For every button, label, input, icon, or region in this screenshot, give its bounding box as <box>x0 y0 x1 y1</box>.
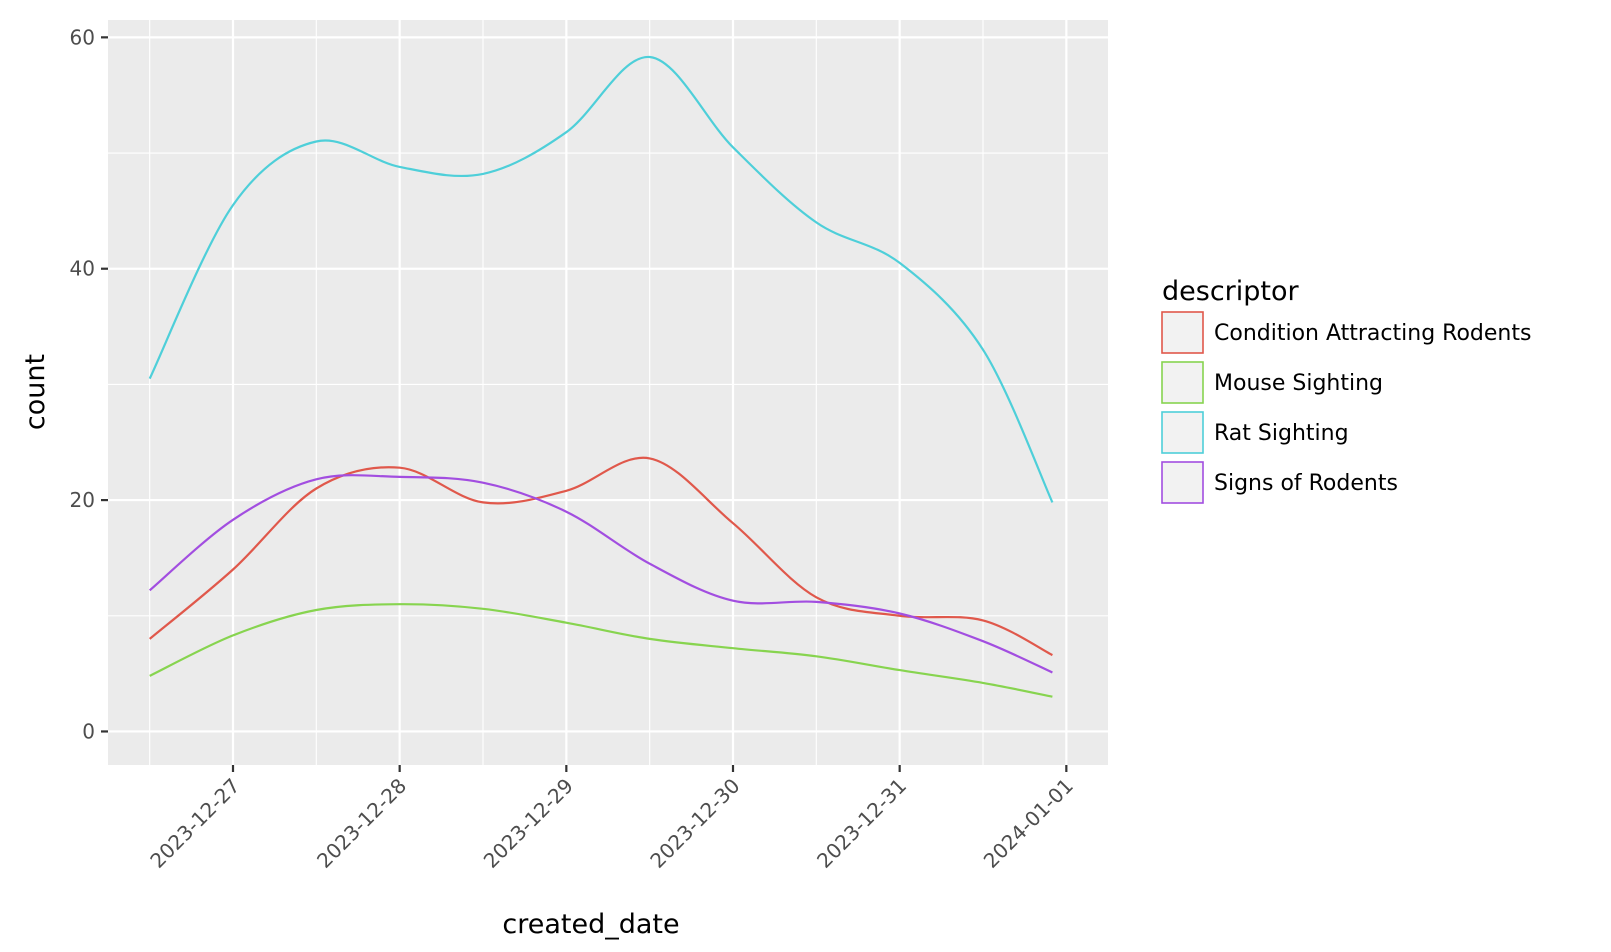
legend-label-mouse-sighting: Mouse Sighting <box>1214 371 1383 396</box>
x-tick-label: 2023-12-29 <box>479 774 578 873</box>
x-tick-label: 2023-12-27 <box>145 774 244 873</box>
legend-key-signs-of-rodents <box>1161 461 1204 504</box>
legend-label-signs-of-rodents: Signs of Rodents <box>1214 471 1398 496</box>
series-line-condition-attracting-rodents <box>148 456 1053 657</box>
legend-key-rat-sighting <box>1161 411 1204 454</box>
legend-key-condition-attracting-rodents <box>1161 311 1204 354</box>
y-tick-label: 60 <box>70 25 95 49</box>
x-axis-title: created_date <box>502 909 679 940</box>
y-axis-title: count <box>20 354 51 430</box>
y-tick-label: 0 <box>82 719 95 743</box>
legend-label-condition-attracting-rodents: Condition Attracting Rodents <box>1214 321 1531 346</box>
y-tick-label: 20 <box>70 488 95 512</box>
x-axis: 2023-12-27 2023-12-28 2023-12-29 2023-12-30… <box>145 765 1078 873</box>
series-lines <box>148 55 1054 698</box>
y-axis: 0 20 40 60 <box>70 25 108 743</box>
minor-gridlines <box>108 20 1108 765</box>
legend-title: descriptor <box>1162 276 1300 307</box>
series-line-rat-sighting <box>148 55 1054 503</box>
legend-key-mouse-sighting <box>1161 361 1204 404</box>
series-line-mouse-sighting <box>149 603 1053 698</box>
plot-panel <box>108 20 1108 765</box>
series-line-signs-of-rodents <box>148 474 1053 674</box>
legend-label-rat-sighting: Rat Sighting <box>1214 421 1349 446</box>
y-tick-label: 40 <box>70 257 95 281</box>
x-tick-label: 2023-12-31 <box>812 774 911 873</box>
x-tick-label: 2023-12-30 <box>645 774 744 873</box>
x-tick-label: 2023-12-28 <box>312 774 411 873</box>
major-gridlines <box>108 20 1108 765</box>
x-tick-label: 2024-01-01 <box>979 774 1078 873</box>
legend: descriptor Condition Attracting Rodents M… <box>1161 276 1531 504</box>
